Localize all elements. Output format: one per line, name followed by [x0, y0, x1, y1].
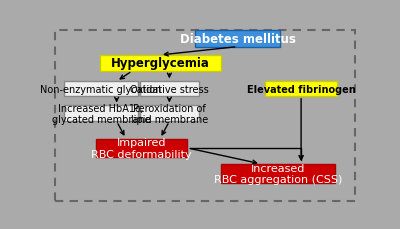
- FancyBboxPatch shape: [96, 139, 187, 158]
- FancyBboxPatch shape: [64, 106, 138, 122]
- Text: Increased HbA1c,
glycated membrane: Increased HbA1c, glycated membrane: [52, 103, 150, 125]
- Text: Non-enzymatic glycation: Non-enzymatic glycation: [40, 84, 162, 94]
- FancyBboxPatch shape: [100, 56, 220, 71]
- Text: Impaired
RBC deformability: Impaired RBC deformability: [91, 137, 192, 159]
- Text: Elevated fibrinogen: Elevated fibrinogen: [247, 84, 356, 94]
- FancyBboxPatch shape: [140, 82, 199, 96]
- FancyBboxPatch shape: [64, 82, 138, 96]
- FancyBboxPatch shape: [220, 164, 335, 183]
- FancyBboxPatch shape: [195, 30, 280, 47]
- Text: Peroxidation of
lipid membrane: Peroxidation of lipid membrane: [131, 103, 208, 125]
- Text: Diabetes mellitus: Diabetes mellitus: [180, 33, 296, 45]
- Text: Hyperglycemia: Hyperglycemia: [111, 57, 210, 70]
- Text: Oxidative stress: Oxidative stress: [130, 84, 209, 94]
- FancyBboxPatch shape: [140, 106, 199, 122]
- Text: Increased
RBC aggregation (CSS): Increased RBC aggregation (CSS): [214, 163, 342, 185]
- FancyBboxPatch shape: [266, 82, 337, 96]
